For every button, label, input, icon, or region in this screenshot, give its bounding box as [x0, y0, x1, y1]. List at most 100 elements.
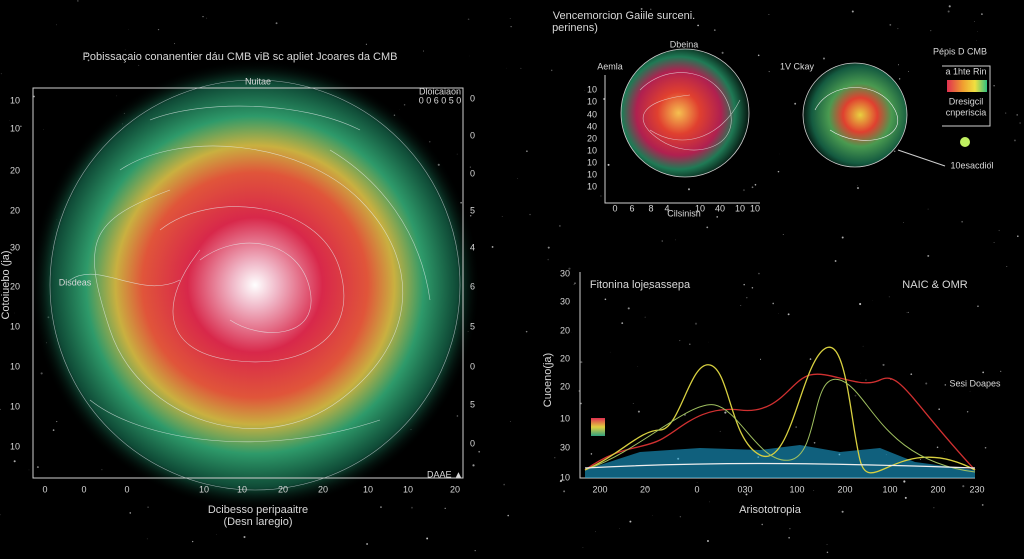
star	[998, 229, 1000, 232]
x-tick-label: 10	[403, 484, 413, 494]
x-tick-label: 230	[969, 484, 984, 494]
y-tick-label: 10	[587, 96, 597, 106]
label: Nuitae	[245, 76, 271, 86]
star	[743, 283, 745, 286]
x-tick-label: 40	[715, 203, 725, 213]
star	[761, 523, 763, 526]
star	[550, 69, 553, 72]
y-tick-label: 20	[587, 133, 597, 143]
star	[629, 520, 632, 523]
star	[902, 222, 904, 224]
star	[694, 322, 698, 325]
star	[13, 460, 16, 463]
star	[1017, 235, 1019, 238]
star	[856, 186, 860, 190]
star	[889, 23, 892, 26]
star	[930, 30, 932, 32]
star	[124, 49, 126, 51]
star	[794, 102, 797, 105]
y-axis-title: Cuoeno(ja)	[542, 353, 554, 407]
x-tick-label: 0	[42, 484, 47, 494]
star	[795, 426, 797, 428]
x-tick-label: 0	[124, 484, 129, 494]
star	[947, 10, 950, 13]
star	[650, 8, 652, 10]
spectrum-title: Fitonina lojesassepa	[590, 279, 691, 291]
star	[157, 29, 160, 31]
spectrum-right-title: NAIC & OMR	[902, 279, 967, 291]
star	[822, 57, 826, 60]
star	[56, 24, 57, 26]
star	[411, 506, 413, 509]
y-tick-label: 20	[10, 165, 20, 175]
star	[740, 305, 742, 307]
star	[470, 215, 472, 217]
star	[595, 531, 597, 533]
galaxy-image	[30, 60, 480, 510]
y-tick-label: 40	[587, 109, 597, 119]
star	[758, 272, 760, 275]
sky-lines	[814, 87, 898, 141]
y-tick-label: 10	[560, 472, 570, 482]
star	[904, 496, 907, 499]
star	[600, 195, 602, 197]
star	[661, 240, 663, 242]
x-tick-label: 0	[612, 203, 617, 213]
star	[743, 506, 746, 509]
star	[20, 125, 22, 127]
star	[809, 358, 812, 360]
star	[859, 302, 862, 306]
legend-title: a 1hte Rin	[945, 66, 986, 76]
star	[0, 514, 1, 516]
legend-values: 0 0 6 0 5 0	[419, 95, 462, 105]
star	[927, 208, 929, 210]
x-axis-title: Arisototropia	[739, 504, 802, 516]
star	[456, 415, 459, 417]
star	[754, 183, 757, 186]
star	[826, 551, 829, 554]
star	[687, 188, 690, 191]
star	[174, 43, 176, 45]
star	[87, 59, 90, 62]
star	[467, 18, 470, 21]
y-tick-label: 10	[10, 401, 20, 411]
y-tick-label: 20	[10, 281, 20, 291]
y-tick-label: 5	[470, 399, 475, 409]
star	[938, 408, 940, 411]
star	[984, 446, 987, 449]
star	[56, 421, 58, 423]
star	[456, 153, 458, 155]
y-tick-label: 0	[470, 361, 475, 371]
y-axis-title: Cotoiuebo (ja)	[0, 250, 12, 319]
star	[966, 411, 969, 413]
star	[679, 516, 682, 518]
star	[366, 543, 368, 545]
y-tick-label: 20	[10, 205, 20, 215]
star	[520, 67, 522, 69]
star	[456, 92, 459, 94]
star	[768, 14, 770, 16]
star	[615, 18, 618, 21]
star	[77, 0, 79, 2]
map-label: Aemla	[597, 61, 623, 71]
star	[28, 469, 30, 471]
star	[893, 150, 896, 153]
star	[648, 287, 651, 290]
star	[116, 95, 118, 97]
star	[510, 26, 512, 28]
star	[757, 54, 760, 57]
star	[851, 10, 854, 13]
star	[85, 53, 87, 55]
star	[977, 305, 979, 307]
y-tick-label: 10	[587, 181, 597, 191]
star	[910, 373, 913, 375]
star	[854, 394, 857, 397]
star	[961, 220, 963, 223]
star	[517, 178, 518, 179]
star	[882, 363, 885, 367]
x-tick-label: 100	[789, 484, 804, 494]
y-tick-label: 30	[10, 242, 20, 252]
annotation: Sesi Doapes	[949, 378, 1001, 388]
star	[526, 150, 528, 152]
x-tick-label: 0	[694, 484, 699, 494]
